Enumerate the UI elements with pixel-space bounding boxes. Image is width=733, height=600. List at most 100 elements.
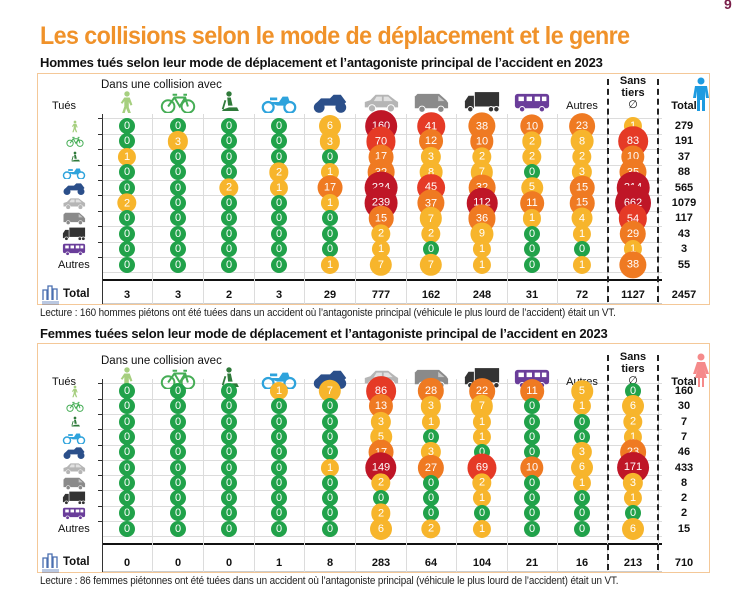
bubble: 0 <box>322 520 338 537</box>
bubble: 69 <box>467 452 497 483</box>
column-group-label: Dans une collision avec <box>101 355 222 367</box>
y-axis-tick <box>98 164 102 166</box>
column-total: 1127 <box>621 289 645 301</box>
grid-line <box>254 379 255 572</box>
grid-line <box>152 379 153 572</box>
bubble: 0 <box>119 444 135 461</box>
bubble: 0 <box>322 474 338 491</box>
column-label-empty-set: ∅ <box>628 99 638 111</box>
man-icon <box>693 77 709 116</box>
bubble: 0 <box>322 444 338 461</box>
row-label-autres: Autres <box>58 258 90 271</box>
bubble: 0 <box>271 133 287 150</box>
truck-row-icon <box>62 491 86 510</box>
bubble: 15 <box>368 206 394 231</box>
motorcycle-column-icon <box>312 91 348 118</box>
bubble: 0 <box>221 118 237 134</box>
bubble: 0 <box>119 459 135 476</box>
bubble: 0 <box>119 505 135 522</box>
column-total: 64 <box>424 557 438 569</box>
bubble: 0 <box>119 398 135 415</box>
y-axis-tick <box>98 149 102 151</box>
bubble: 0 <box>524 413 540 430</box>
column-group-label: Dans une collision avec <box>101 79 222 91</box>
column-label-tiers: tiers <box>621 87 645 99</box>
y-axis-tick <box>98 195 102 197</box>
bubble: 0 <box>221 148 237 165</box>
row-total: 117 <box>675 212 693 225</box>
bubble: 6 <box>370 517 392 540</box>
bubble: 0 <box>322 225 338 242</box>
bubble: 0 <box>271 118 287 134</box>
grid-line <box>102 571 662 572</box>
column-label-autres: Autres <box>566 100 598 112</box>
pedestrian-row-icon <box>66 119 84 138</box>
bubble: 1 <box>522 209 542 228</box>
grid-line <box>152 114 153 304</box>
publisher-logo <box>41 552 61 579</box>
y-axis-tick <box>98 459 102 461</box>
bicycle-column-icon <box>160 367 196 394</box>
column-label-sans: Sans <box>619 75 647 87</box>
van-row-icon <box>62 476 86 495</box>
bubble: 0 <box>574 490 590 507</box>
bubble: 10 <box>470 129 494 154</box>
bubble: 0 <box>271 195 287 211</box>
y-axis-tick <box>98 179 102 181</box>
bubble: 0 <box>119 520 135 537</box>
y-axis-tick <box>98 226 102 228</box>
bus-column-icon <box>514 91 550 118</box>
bubble: 0 <box>322 490 338 507</box>
bubble: 0 <box>170 444 186 461</box>
row-header-label: Tués <box>52 100 77 112</box>
bubble: 0 <box>119 118 135 134</box>
bubble: 0 <box>170 256 186 273</box>
women-table-title: Femmes tuées selon leur mode de déplacem… <box>40 326 608 341</box>
bubble: 0 <box>574 428 590 445</box>
bubble: 0 <box>119 383 135 399</box>
bubble: 6 <box>622 517 644 540</box>
bubble: 1 <box>320 458 340 477</box>
bicycle-row-icon <box>66 399 84 418</box>
pedestrian-row-icon <box>66 384 84 403</box>
women-lecture-note: Lecture : 86 femmes piétonnes ont été tu… <box>40 575 619 587</box>
row-label-autres: Autres <box>58 522 90 535</box>
column-total: 2457 <box>671 289 697 301</box>
bubble: 7 <box>419 253 443 276</box>
y-axis-tick <box>98 118 102 120</box>
bubble: 7 <box>318 379 342 403</box>
bubble: 0 <box>119 133 135 150</box>
bubble: 0 <box>271 148 287 165</box>
bubble: 0 <box>574 413 590 430</box>
bicycle-row-icon <box>66 134 84 153</box>
bubble: 1 <box>572 473 592 492</box>
bubble: 2 <box>421 519 441 539</box>
dashed-divider <box>607 355 609 570</box>
dashed-divider <box>657 79 659 302</box>
bubble: 0 <box>271 398 287 415</box>
bubble: 0 <box>221 459 237 476</box>
bubble: 0 <box>221 383 237 399</box>
bubble: 1 <box>421 412 441 431</box>
bubble: 4 <box>571 207 593 229</box>
bubble: 2 <box>219 177 239 198</box>
bubble: 7 <box>369 253 393 276</box>
column-total: 0 <box>225 557 233 569</box>
bubble: 0 <box>221 505 237 522</box>
bubble: 0 <box>423 505 439 522</box>
bubble: 1 <box>472 240 492 259</box>
column-label-sans: Sans <box>619 351 647 363</box>
y-axis-tick <box>98 505 102 507</box>
scooter-column-icon <box>211 91 247 118</box>
column-total: 16 <box>575 557 589 569</box>
row-total: 2 <box>680 507 688 520</box>
bubble: 2 <box>472 473 492 493</box>
bubble: 0 <box>170 474 186 491</box>
y-axis-tick <box>98 521 102 523</box>
row-total: 15 <box>677 522 691 535</box>
bicycle-column-icon <box>160 91 196 118</box>
bubble: 0 <box>574 505 590 522</box>
row-total: 43 <box>677 227 691 240</box>
bubble: 0 <box>170 195 186 211</box>
